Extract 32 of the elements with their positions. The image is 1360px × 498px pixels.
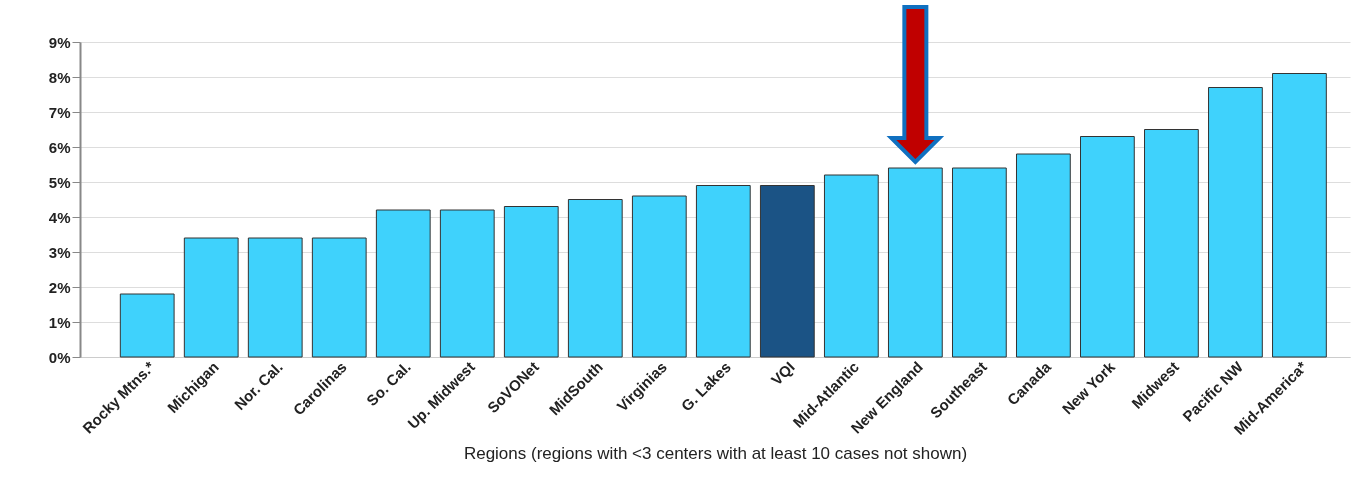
y-tick-label: 8% <box>48 68 71 86</box>
y-tick-label: 7% <box>48 103 71 121</box>
y-tick-label: 3% <box>48 243 71 261</box>
y-tick-label: 1% <box>48 313 71 331</box>
bar <box>1016 153 1071 358</box>
x-tick-label: VQI <box>767 358 798 389</box>
y-tick-label: 9% <box>48 33 71 51</box>
y-tick-label: 5% <box>48 173 71 191</box>
bar <box>119 293 175 358</box>
x-tick-label: So. Cal. <box>362 358 414 410</box>
bar <box>759 185 815 358</box>
bar <box>183 237 239 358</box>
y-tick-label: 6% <box>48 138 71 156</box>
bar <box>823 174 879 358</box>
bar <box>1208 87 1263 358</box>
bar <box>695 185 751 358</box>
bar <box>439 209 495 358</box>
bar <box>311 237 367 358</box>
y-tick-label: 0% <box>48 348 71 366</box>
bar <box>503 206 559 358</box>
x-axis-title: Regions (regions with <3 centers with at least 10 cases not shown) <box>463 443 968 463</box>
y-tick-label: 4% <box>48 208 71 226</box>
y-tick-label: 2% <box>48 278 71 296</box>
bar <box>567 199 623 358</box>
bar <box>631 195 687 358</box>
x-tick-label: Nor. Cal. <box>230 358 286 414</box>
bar <box>247 237 303 358</box>
bar <box>951 167 1007 358</box>
bar <box>1144 129 1199 358</box>
bar <box>1272 73 1327 358</box>
bar <box>1080 136 1135 358</box>
bar <box>375 209 431 358</box>
